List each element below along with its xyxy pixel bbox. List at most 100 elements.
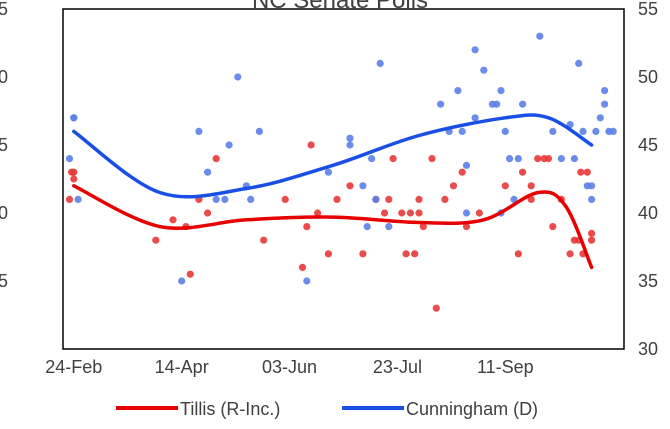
left-tick-label: 5 [0, 0, 8, 19]
left-axis-ticks: 5 0 5 0 5 [0, 0, 8, 291]
cunningham-point [579, 127, 587, 135]
cunningham-point [368, 155, 376, 163]
poll-points [65, 32, 617, 312]
cunningham-point [480, 66, 488, 74]
cunningham-point [255, 127, 263, 135]
cunningham-point [536, 32, 544, 40]
cunningham-point [588, 182, 596, 190]
tillis-point [441, 195, 449, 203]
tillis-point [419, 223, 427, 231]
legend-label-cunningham: Cunningham (D) [406, 399, 538, 419]
cunningham-point [458, 127, 466, 135]
trend-lines [72, 113, 594, 270]
tillis-point [398, 209, 406, 217]
cunningham-point [346, 141, 354, 149]
cunningham-point [359, 182, 367, 190]
tillis-point [458, 168, 466, 176]
cunningham-point [609, 127, 617, 135]
tillis-point [577, 168, 585, 176]
x-tick-label: 14-Apr [155, 357, 209, 377]
tillis-point [359, 250, 367, 258]
tillis-point [281, 195, 289, 203]
tillis-point [380, 209, 389, 217]
tillis-point [432, 304, 440, 312]
cunningham-point [588, 195, 596, 203]
tillis-point [583, 168, 591, 176]
cunningham-point [363, 223, 371, 231]
tillis-point [501, 182, 509, 190]
cunningham-trend-line [72, 113, 594, 199]
tillis-point [212, 155, 220, 163]
cunningham-point [549, 127, 557, 135]
cunningham-point [212, 195, 220, 203]
tillis-point [519, 168, 527, 176]
left-tick-label: 0 [0, 203, 8, 223]
cunningham-point [462, 209, 471, 217]
plot-area [62, 8, 625, 350]
cunningham-point [471, 46, 479, 54]
tillis-point [549, 223, 557, 231]
cunningham-point [596, 114, 604, 122]
x-tick-label: 23-Jul [373, 357, 422, 377]
tillis-point [415, 209, 423, 217]
tillis-point [298, 263, 307, 271]
right-tick-label: 30 [638, 339, 658, 359]
left-tick-label: 5 [0, 135, 8, 155]
cunningham-point [204, 168, 212, 176]
tillis-trend-line [72, 184, 594, 270]
tillis-point [544, 155, 553, 163]
cunningham-point [514, 155, 522, 163]
tillis-point [303, 223, 311, 231]
tillis-point [204, 209, 212, 217]
x-tick-label: 24-Feb [45, 357, 102, 377]
cunningham-point [601, 100, 609, 108]
tillis-point [402, 250, 410, 258]
left-tick-label: 5 [0, 271, 8, 291]
cunningham-point [234, 73, 242, 81]
cunningham-point [575, 59, 583, 67]
cunningham-point [225, 141, 233, 149]
tillis-point [333, 195, 341, 203]
tillis-point [415, 195, 423, 203]
cunningham-point [454, 87, 462, 95]
tillis-point [169, 216, 177, 224]
cunningham-point [303, 277, 311, 285]
right-tick-label: 50 [638, 67, 658, 87]
right-axis-ticks: 30 35 40 45 50 55 [638, 0, 658, 359]
cunningham-point [221, 195, 229, 203]
cunningham-point [195, 127, 203, 135]
cunningham-point [501, 127, 509, 135]
tillis-point [588, 236, 596, 244]
cunningham-point [506, 155, 514, 163]
x-tick-label: 03-Jun [262, 357, 317, 377]
cunningham-point [471, 114, 479, 122]
cunningham-point [510, 195, 518, 203]
cunningham-point [247, 195, 255, 203]
tillis-point [527, 182, 535, 190]
chart-title: NC Senate Polls [252, 0, 428, 14]
cunningham-point [437, 100, 445, 108]
tillis-point [566, 250, 574, 258]
tillis-point [385, 195, 393, 203]
cunningham-point [74, 195, 82, 203]
tillis-point [65, 195, 74, 203]
legend: Tillis (R-Inc.) Cunningham (D) [116, 399, 538, 419]
cunningham-point [497, 87, 505, 95]
right-tick-label: 55 [638, 0, 658, 19]
cunningham-point [601, 87, 609, 95]
cunningham-point [346, 134, 354, 142]
tillis-point [449, 182, 458, 190]
cunningham-point [557, 155, 566, 163]
tillis-point [152, 236, 160, 244]
tillis-point [70, 175, 78, 183]
tillis-point [389, 155, 397, 163]
tillis-point [514, 250, 522, 258]
right-tick-label: 40 [638, 203, 658, 223]
tillis-point [588, 229, 596, 237]
right-tick-label: 45 [638, 135, 658, 155]
tillis-point [411, 250, 419, 258]
tillis-point [70, 168, 78, 176]
cunningham-point [570, 155, 579, 163]
tillis-point [462, 223, 471, 231]
